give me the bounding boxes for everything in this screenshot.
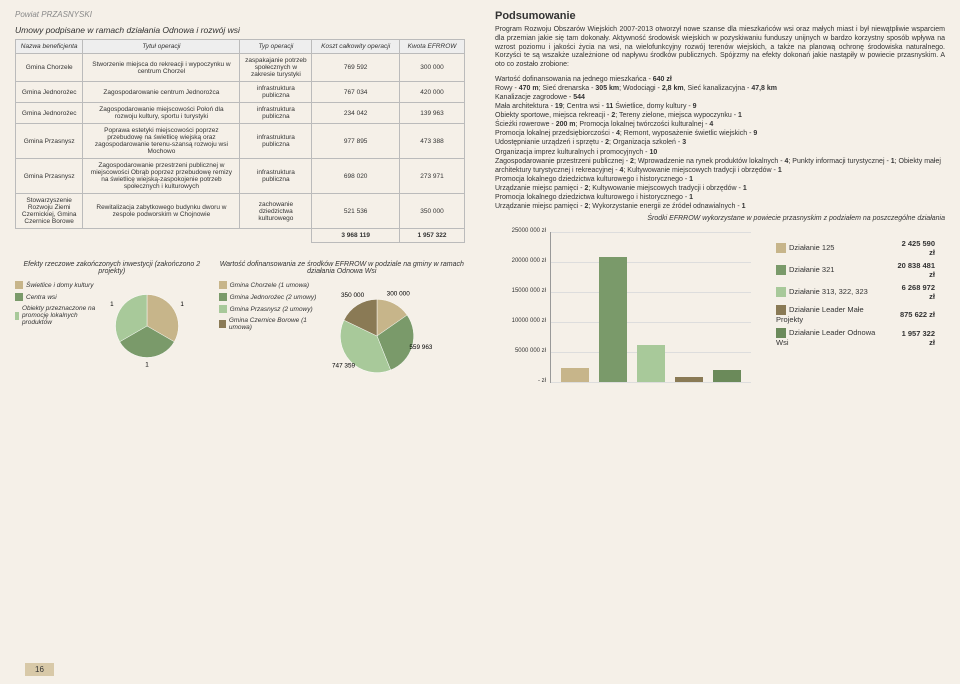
ytick-label: - zł <box>496 378 546 384</box>
bar <box>599 257 627 382</box>
table-row: Stowarzyszenie Rozwoju Ziemi Czernickiej… <box>16 194 465 229</box>
col-header: Kwota EFRROW <box>400 40 465 54</box>
ytick-label: 20000 000 zł <box>496 258 546 264</box>
legend-item: Gmina Przasnysz (2 umowy) <box>219 305 322 313</box>
ytick-label: 10000 000 zł <box>496 318 546 324</box>
legend-item: Centra wsi <box>15 293 102 301</box>
contracts-table: Nazwa beneficjentaTytuł operacjiTyp oper… <box>15 39 465 243</box>
table-row: Gmina PrzasnyszPoprawa estetyki miejscow… <box>16 124 465 159</box>
summary-title: Podsumowanie <box>495 10 945 22</box>
list-line: Promocja lokalnego dziedzictwa kulturowe… <box>495 193 945 202</box>
action-row: Działanie 313, 322, 3236 268 972 zł <box>768 282 943 302</box>
table-row: Gmina JednorożecZagospodarowanie miejsco… <box>16 103 465 124</box>
bar <box>713 370 741 382</box>
list-line: Urządzanie miejsc pamięci - 2; Kultywowa… <box>495 184 945 193</box>
table-row: Gmina PrzasnyszZagospodarowanie przestrz… <box>16 159 465 194</box>
pie2-chart: 300 000 559 963 747 359 350 000 <box>322 281 432 391</box>
col-header: Typ operacji <box>240 40 312 54</box>
ytick-label: 5000 000 zł <box>496 348 546 354</box>
svg-text:1: 1 <box>110 301 114 308</box>
list-line: Ścieżki rowerowe - 200 m; Promocja lokal… <box>495 120 945 129</box>
bar <box>637 345 665 383</box>
action-row: Działanie 1252 425 590 zł <box>768 238 943 258</box>
list-line: Kanalizacje zagrodowe - 544 <box>495 93 945 102</box>
list-line: Rowy - 470 m; Sieć drenarska - 305 km; W… <box>495 84 945 93</box>
list-line: Urządzanie miejsc pamięci - 2; Wykorzyst… <box>495 202 945 211</box>
list-line: Udostępnianie urządzeń i sprzętu - 2; Or… <box>495 138 945 147</box>
svg-text:747 359: 747 359 <box>332 362 356 369</box>
actions-table: Działanie 1252 425 590 złDziałanie 32120… <box>766 236 945 350</box>
pie2-title: Wartość dofinansowania ze środków EFRROW… <box>219 261 465 275</box>
ytick-label: 15000 000 zł <box>496 288 546 294</box>
list-line: Mała architektura - 19; Centra wsi - 11 … <box>495 102 945 111</box>
svg-text:300 000: 300 000 <box>387 290 411 297</box>
legend-item: Gmina Chorzele (1 umowa) <box>219 281 322 289</box>
table-row: Gmina ChorzeleStworzenie miejsca do rekr… <box>16 54 465 82</box>
svg-text:350 000: 350 000 <box>341 292 365 299</box>
summary-body: Program Rozwoju Obszarów Wiejskich 2007-… <box>495 26 945 70</box>
list-line: Obiekty sportowe, miejsca rekreacji - 2;… <box>495 111 945 120</box>
table-total-row: 3 968 1191 957 322 <box>16 229 465 243</box>
legend-item: Gmina Jednorożec (2 umowy) <box>219 293 322 301</box>
page-header: Powiat PRZASNYSKI <box>15 10 465 19</box>
table-row: Gmina JednorożecZagospodarowanie centrum… <box>16 82 465 103</box>
legend-item: Świetlice i domy kultury <box>15 281 102 289</box>
col-header: Nazwa beneficjenta <box>16 40 83 54</box>
list-line: Zagospodarowanie przestrzeni publicznej … <box>495 157 945 175</box>
legend-item: Gmina Czernice Borowe (1 umowa) <box>219 317 322 331</box>
bar <box>561 368 589 383</box>
page-number: 16 <box>25 663 54 676</box>
table-title: Umowy podpisane w ramach działania Odnow… <box>15 25 465 35</box>
svg-text:559 963: 559 963 <box>409 344 432 351</box>
legend-item: Obiekty przeznaczone na promocję lokalny… <box>15 305 102 326</box>
chart-caption: Środki EFRROW wykorzystane w powiecie pr… <box>495 215 945 222</box>
ytick-label: 25000 000 zł <box>496 228 546 234</box>
pie1-chart: 1 1 1 <box>102 281 192 371</box>
list-line: Wartość dofinansowania na jednego mieszk… <box>495 75 945 84</box>
list-line: Promocja lokalnego dziedzictwa kulturowe… <box>495 175 945 184</box>
svg-text:1: 1 <box>180 301 184 308</box>
bar <box>675 377 703 382</box>
col-header: Tytuł operacji <box>83 40 240 54</box>
list-line: Promocja lokalnej przedsiębiorczości - 4… <box>495 129 945 138</box>
action-row: Działanie Leader Odnowa Wsi1 957 322 zł <box>768 327 943 348</box>
list-line: Organizacja imprez kulturalnych i promoc… <box>495 148 945 157</box>
pie1-title: Efekty rzeczowe zakończonych inwestycji … <box>15 261 209 275</box>
bar-chart: - zł5000 000 zł10000 000 zł15000 000 zł2… <box>550 232 751 383</box>
action-row: Działanie Leader Małe Projekty875 622 zł <box>768 304 943 325</box>
summary-list: Wartość dofinansowania na jednego mieszk… <box>495 75 945 211</box>
svg-text:1: 1 <box>145 362 149 369</box>
action-row: Działanie 32120 838 481 zł <box>768 260 943 280</box>
col-header: Koszt całkowity operacji <box>312 40 400 54</box>
